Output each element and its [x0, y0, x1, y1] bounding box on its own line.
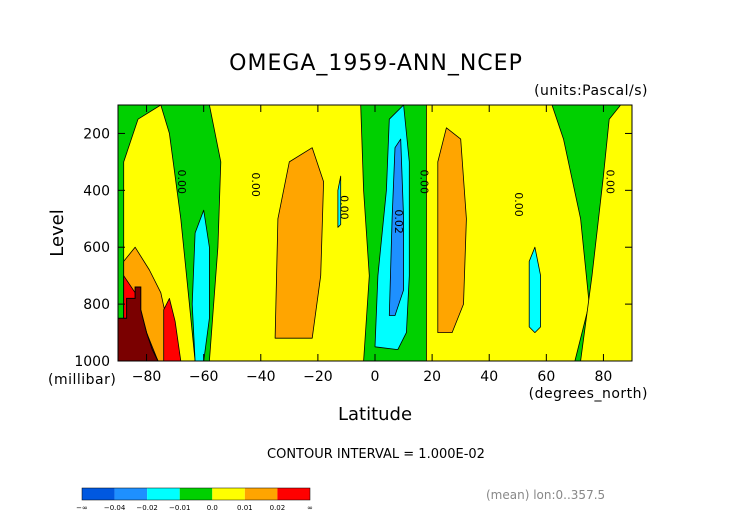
contour-label: 0.00 [603, 170, 616, 195]
contour-label: 0.00 [338, 195, 351, 220]
y-tick-label: 800 [83, 297, 110, 313]
topography-missing [117, 286, 159, 362]
colorbar-swatch [82, 488, 115, 500]
colorbar-label: −0.02 [136, 504, 157, 512]
colorbar-swatch [114, 488, 148, 500]
x-tick-label: −40 [246, 369, 276, 385]
colorbar-label: −0.04 [104, 504, 126, 512]
colorbar: −∞ −0.04 −0.02 −0.01 0.0 0.01 0.02 ∞ [76, 487, 313, 512]
colorbar-swatch [179, 488, 213, 500]
y-units-label: (millibar) [48, 372, 116, 388]
x-tick-label: 0 [371, 369, 380, 385]
contour-label: 0.00 [512, 192, 525, 217]
x-tick-label: 20 [423, 369, 441, 385]
units-label: (units:Pascal/s) [534, 83, 648, 99]
x-tick-label: 80 [595, 369, 613, 385]
colorbar-label: −0.01 [169, 504, 190, 512]
colorbar-label: 0.01 [237, 504, 253, 512]
region-blue-eq [388, 138, 405, 316]
colorbar-label: 0.0 [207, 504, 218, 512]
contour-label: 0.02 [392, 209, 405, 234]
contour-interval-label: CONTOUR INTERVAL = 1.000E-02 [267, 447, 485, 462]
colorbar-swatch [277, 488, 310, 500]
x-tick-label: −20 [303, 369, 333, 385]
x-tick-label: 60 [537, 369, 555, 385]
y-tick-label: 400 [83, 183, 110, 199]
colorbar-swatch [147, 488, 180, 500]
plot-area: 0.00 0.00 0.00 0.02 0.00 0.00 0.00 [117, 104, 633, 362]
x-tick-label: −80 [132, 369, 162, 385]
contour-label: 0.00 [418, 170, 431, 195]
x-tick-label: 40 [480, 369, 498, 385]
region-cyan-60s [191, 209, 210, 362]
x-axis-label: Latitude [338, 404, 412, 425]
colorbar-label: ∞ [307, 504, 313, 512]
contour-label: 0.00 [175, 170, 188, 195]
x-tick-label: −60 [189, 369, 219, 385]
contour-label: 0.00 [249, 172, 262, 197]
colorbar-swatch [244, 488, 278, 500]
region-orange-south [274, 147, 325, 339]
region-cyan-55n [528, 246, 541, 334]
chart-title: OMEGA_1959-ANN_NCEP [229, 51, 523, 76]
mean-info: (mean) lon:0..357.5 [486, 488, 605, 502]
y-tick-label: 600 [83, 240, 110, 256]
colorbar-label: 0.02 [270, 504, 286, 512]
region-orange-north [437, 127, 467, 334]
region-cyan-spot [337, 175, 342, 228]
colorbar-frame [81, 487, 311, 501]
colorbar-label: −∞ [76, 504, 88, 512]
y-tick-label: 200 [83, 126, 110, 142]
colorbar-swatch [212, 488, 245, 500]
y-axis-label: Level [47, 209, 68, 257]
x-units-label: (degrees_north) [529, 386, 648, 402]
y-tick-label: 1000 [74, 354, 110, 370]
mean-info-text: (mean) lon:0..357.5 [486, 488, 606, 502]
